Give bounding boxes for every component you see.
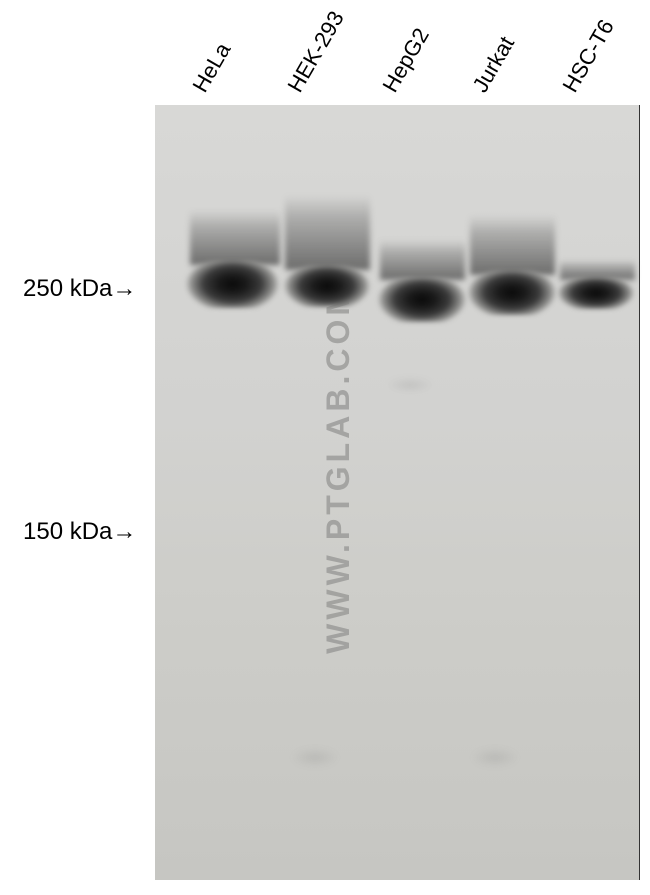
watermark-text: WWW.PTGLAB.COM [320,285,357,654]
lane-label: Jurkat [467,32,519,97]
lane-label: HEK-293 [282,7,349,97]
lane-label: HSC-T6 [557,15,619,97]
lane-label: HepG2 [377,24,434,97]
protein-band [377,277,467,322]
band-smear [190,210,280,265]
faint-artifact [465,745,525,770]
band-smear [380,240,465,280]
lane-label: HeLa [187,38,236,97]
protein-band [283,265,371,307]
band-smear [285,195,370,270]
band-smear [470,215,555,275]
faint-artifact [380,375,440,395]
protein-band [185,260,280,308]
blot-membrane: WWW.PTGLAB.COM [155,105,640,880]
mw-marker-150: 150 kDa→ [23,518,136,546]
western-blot-figure: WWW.PTGLAB.COM HeLa HEK-293 HepG2 Jurkat [155,15,640,885]
protein-band [467,270,557,315]
mw-marker-250: 250 kDa→ [23,275,136,303]
faint-artifact [285,745,345,770]
lane-labels-container: HeLa HEK-293 HepG2 Jurkat HSC-T6 [155,15,640,105]
protein-band [557,277,635,309]
